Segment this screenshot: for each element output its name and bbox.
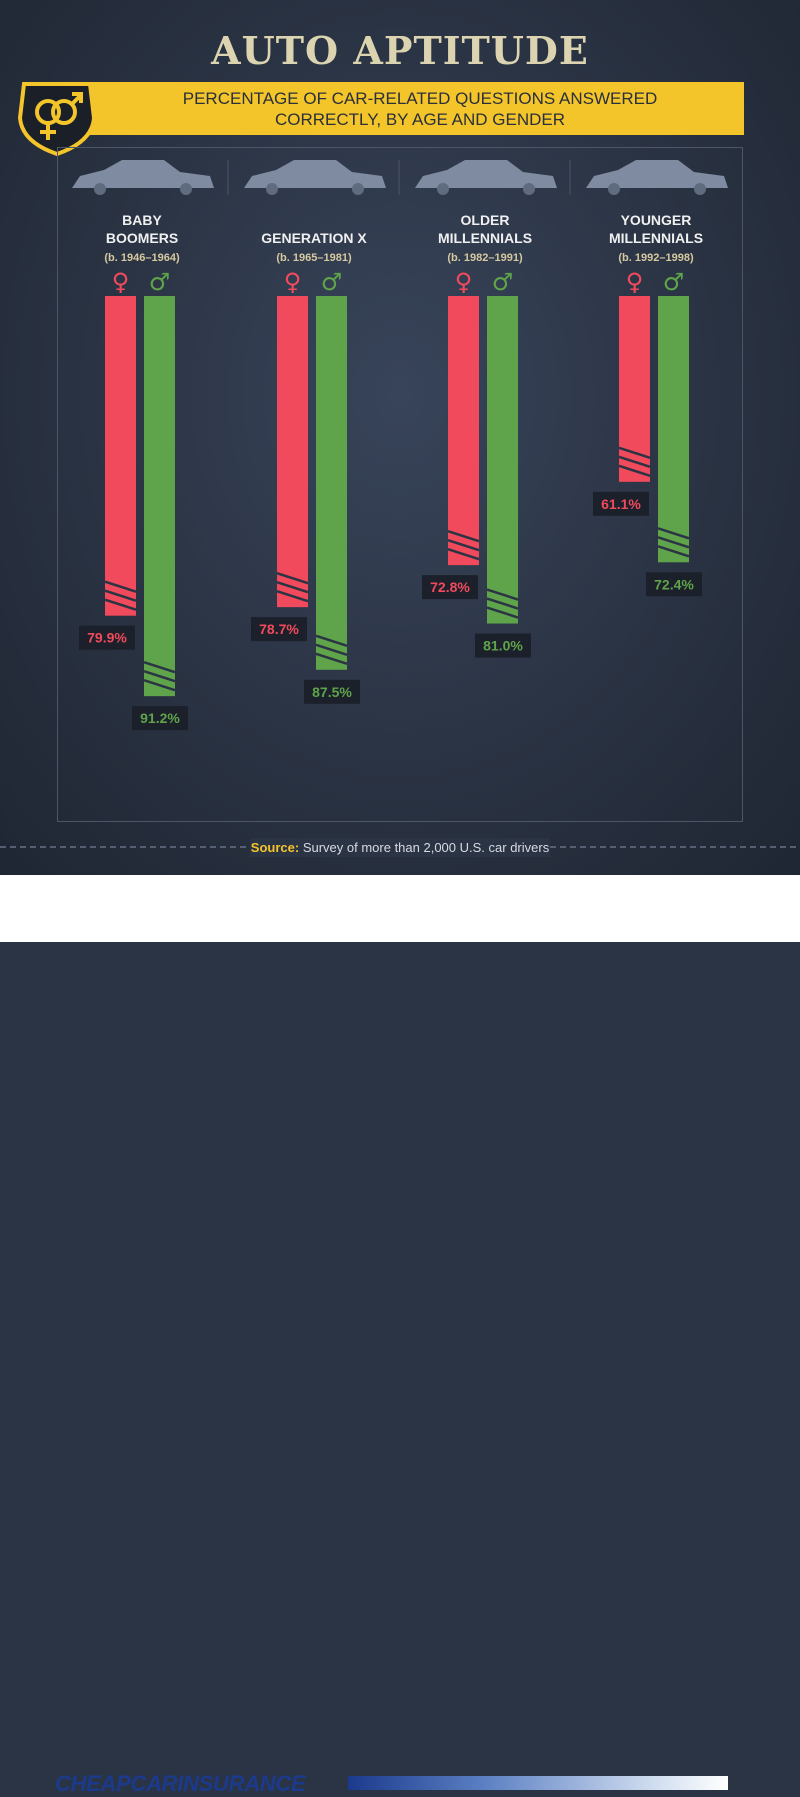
car-wheel-icon (266, 183, 278, 195)
subtitle-line-1: PERCENTAGE OF CAR-RELATED QUESTIONS ANSW… (182, 89, 658, 108)
value-label-bg (304, 679, 360, 704)
chart-frame (57, 147, 743, 822)
subtitle-line-2: CORRECTLY, BY AGE AND GENDER (274, 110, 566, 129)
car-icon (586, 160, 728, 188)
car-wheel-icon (523, 183, 535, 195)
car-icon (72, 160, 214, 188)
bar-stripe (618, 464, 651, 478)
bar-stripe (657, 545, 690, 558)
bar-stripe (618, 446, 651, 460)
bar-stripe (143, 669, 176, 683)
female-value-label: 61.1% (601, 496, 641, 512)
bar-stripe (315, 643, 348, 656)
category-group: OLDER MILLENNIALS (b. 1982–1991) ♀ 72.8% ♂ 81.… (415, 160, 557, 658)
footer: CHEAPCARINSURANCE (0, 875, 800, 1796)
car-wheel-icon (180, 183, 192, 195)
bar-stripe (486, 606, 519, 619)
category-years: (b. 1982–1991) (447, 252, 523, 264)
page-title: AUTO APTITUDE (211, 28, 589, 73)
male-bar (144, 296, 175, 697)
bar-stripe (315, 634, 348, 647)
bar-stripe (276, 580, 309, 594)
bar-stripe (447, 547, 480, 561)
female-value-label: 79.9% (87, 630, 127, 646)
bar-stripe (104, 598, 137, 611)
bar-stripe (104, 580, 137, 593)
male-bar (658, 296, 689, 563)
bar-chart: BABY BOOMERS (b. 1946–1964) ♀ 79.9% ♂ 91.2% GEN… (72, 160, 728, 731)
male-symbol-icon: ♂ (149, 268, 171, 296)
male-bar (487, 296, 518, 624)
male-value-label: 81.0% (483, 638, 523, 654)
value-label-bg (251, 617, 307, 642)
car-icon (244, 160, 386, 188)
logo-stripes (348, 1776, 728, 1790)
chart-subtitle: PERCENTAGE OF CAR-RELATED QUESTIONS ANSW… (110, 88, 730, 130)
value-label-bg (422, 575, 478, 600)
category-label-line2: MILLENNIALS (609, 230, 703, 246)
bar-stripe (657, 527, 690, 540)
female-bar (448, 296, 479, 566)
category-group: YOUNGER MILLENNIALS (b. 1992–1998) ♀ 61.1% ♂ 7… (586, 160, 728, 597)
male-symbol-icon: ♂ (492, 268, 514, 296)
source-text: Survey of more than 2,000 U.S. car drive… (302, 840, 550, 855)
category-group: BABY BOOMERS (b. 1946–1964) ♀ 79.9% ♂ 91.2% (72, 160, 214, 731)
category-label-line2: GENERATION X (261, 230, 367, 246)
brand-logo: CHEAPCARINSURANCE (55, 1771, 306, 1796)
male-symbol-icon: ♂ (663, 268, 685, 296)
bar-stripe (104, 589, 137, 602)
category-label-line1: YOUNGER (621, 212, 692, 228)
male-value-label: 87.5% (312, 684, 352, 700)
male-bar (316, 296, 347, 670)
male-value-label: 72.4% (654, 576, 694, 592)
female-symbol-icon: ♀ (284, 268, 302, 296)
value-label-bg (593, 491, 649, 516)
value-label-bg (79, 625, 135, 650)
bar-stripe (315, 652, 348, 665)
female-symbol-icon: ♀ (626, 268, 644, 296)
car-icon (415, 160, 557, 188)
bar-stripe (447, 529, 480, 543)
bar-stripe (486, 597, 519, 610)
bar-stripe (276, 589, 309, 603)
category-label-line1: OLDER (461, 212, 510, 228)
category-years: (b. 1965–1981) (276, 252, 352, 264)
bar-stripe (276, 571, 309, 585)
female-symbol-icon: ♀ (455, 268, 473, 296)
gender-symbols-badge-icon (17, 82, 97, 157)
bar-stripe (143, 678, 176, 692)
source-label: Source: (250, 840, 300, 855)
bar-stripe (657, 536, 690, 549)
car-wheel-icon (437, 183, 449, 195)
infographic-canvas: AUTO APTITUDE PERCENTAGE OF CAR-RELATED … (0, 0, 800, 875)
category-label-line2: MILLENNIALS (438, 230, 532, 246)
car-wheel-icon (352, 183, 364, 195)
category-group: GENERATION X (b. 1965–1981) ♀ 78.7% ♂ 87.5% (244, 160, 386, 704)
category-label-line2: BOOMERS (106, 230, 178, 246)
subtitle-banner (70, 82, 744, 135)
car-wheel-icon (94, 183, 106, 195)
value-label-bg (475, 633, 531, 658)
category-years: (b. 1992–1998) (618, 252, 694, 264)
car-wheel-icon (608, 183, 620, 195)
male-value-label: 91.2% (140, 710, 180, 726)
bar-stripe (447, 538, 480, 552)
bar-stripe (486, 588, 519, 601)
value-label-bg (132, 706, 188, 731)
female-bar (277, 296, 308, 608)
category-years: (b. 1946–1964) (104, 252, 180, 264)
bar-stripe (143, 660, 176, 674)
female-value-label: 78.7% (259, 621, 299, 637)
female-bar (619, 296, 650, 482)
female-bar (105, 296, 136, 616)
bar-stripe (618, 455, 651, 469)
male-symbol-icon: ♂ (321, 268, 343, 296)
source-note: Source: Survey of more than 2,000 U.S. c… (250, 838, 550, 857)
category-label-line1: BABY (122, 212, 162, 228)
value-label-bg (646, 572, 702, 597)
car-wheel-icon (694, 183, 706, 195)
female-symbol-icon: ♀ (112, 268, 130, 296)
female-value-label: 72.8% (430, 579, 470, 595)
